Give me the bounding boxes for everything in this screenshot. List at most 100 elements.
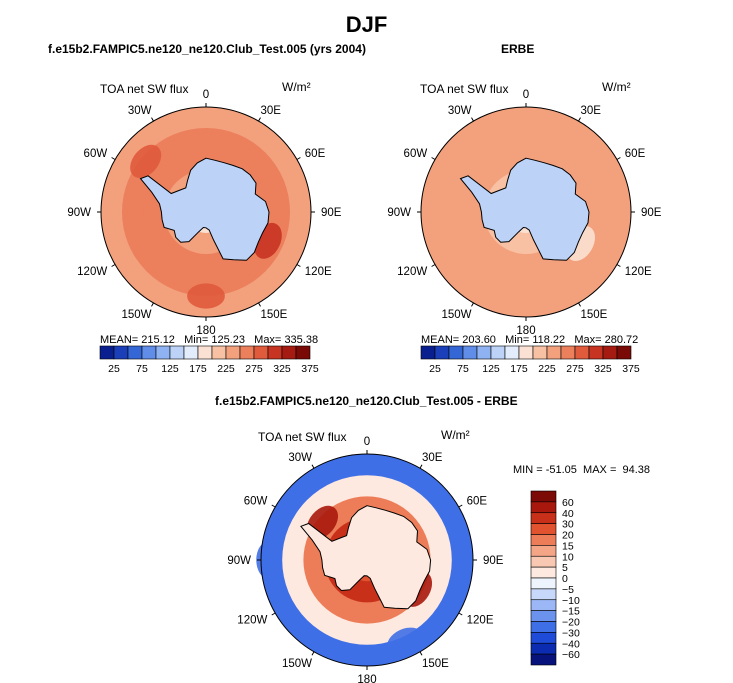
panel2-colorbar-tick-label: 275 bbox=[566, 363, 584, 375]
panel3-colorbar-cell bbox=[530, 588, 557, 601]
panel1-colorbar-tick-label: 25 bbox=[108, 363, 120, 375]
panel1-lon-tick bbox=[151, 302, 154, 307]
panel3-lon-tick bbox=[419, 464, 423, 469]
panel3-colorbar-cell bbox=[530, 599, 557, 611]
panel3-stats: MIN = -51.05 MAX = 94.38 bbox=[513, 464, 650, 476]
panel2-lon-tick bbox=[616, 157, 621, 160]
panel1-lon-tick bbox=[258, 117, 261, 122]
panel1-max-label: Max= bbox=[254, 334, 282, 346]
panel1-lon-tick bbox=[258, 302, 261, 307]
panel2-colorbar-tick-label: 175 bbox=[510, 363, 528, 375]
panel3-units: W/m² bbox=[441, 428, 470, 442]
panel3-colorbar-cell bbox=[530, 632, 557, 644]
panel1-lon-tick bbox=[151, 117, 154, 122]
panel1-mean: 215.12 bbox=[141, 334, 175, 346]
panel1-min: 125.23 bbox=[211, 334, 245, 346]
panel1-anomaly-1 bbox=[130, 144, 162, 178]
panel1-colorbar-tick-label: 325 bbox=[273, 363, 291, 375]
panel2-lon-tick bbox=[431, 264, 436, 267]
panel3-colorbar-cell bbox=[530, 577, 557, 590]
panel1-lon-label: 150W bbox=[121, 309, 151, 321]
panel3-antarctica-coastline bbox=[300, 505, 432, 610]
panel3-colorbar-cell bbox=[530, 610, 557, 622]
panel3-lon-label: 90E bbox=[483, 555, 504, 567]
panel3-lon-tick bbox=[271, 504, 276, 508]
panel2-title: ERBE bbox=[501, 42, 535, 56]
panel2-min: 118.22 bbox=[532, 334, 566, 346]
panel3-lon-tick bbox=[458, 612, 463, 616]
panel3-lon-label: 0 bbox=[364, 436, 370, 448]
panel2-lon-label: 150E bbox=[581, 309, 608, 321]
panel1-colorbar-tick-label: 275 bbox=[245, 363, 263, 375]
panel1-lon-label: 90E bbox=[321, 207, 342, 219]
panel2-colorbar-tick-label: 75 bbox=[457, 363, 469, 375]
panel1-colorbar-tick-label: 375 bbox=[301, 363, 319, 375]
panel1-lon-label: 150E bbox=[261, 309, 288, 321]
panel1-stats: MEAN= 215.12 Min= 125.23 Max= 335.38 bbox=[100, 334, 318, 346]
panel3-lon-label: 60E bbox=[467, 496, 488, 508]
panel3-colorbar-cell bbox=[530, 545, 557, 557]
panel3-lon-label: 150W bbox=[282, 658, 312, 670]
panel3-colorbar-tick-label: 10 bbox=[562, 551, 574, 563]
panel3-anomaly-1 bbox=[386, 627, 424, 656]
panel1-lon-label: 120E bbox=[305, 266, 332, 278]
panel1-lon-tick bbox=[296, 157, 301, 160]
panel1-lon-tick bbox=[296, 264, 301, 267]
panel1-colorbar-tick-label: 75 bbox=[136, 363, 148, 375]
panel1-colorbar-tick-label: 225 bbox=[217, 363, 235, 375]
panel3-max: 94.38 bbox=[622, 464, 651, 476]
panel1-colorbar-tick-label: 175 bbox=[189, 363, 207, 375]
panel3-colorbar-tick-label: −40 bbox=[562, 638, 580, 650]
panel3-lon-tick bbox=[419, 651, 423, 656]
panel3-colorbar-cell bbox=[530, 653, 557, 666]
panel1-mean-label: MEAN= bbox=[100, 334, 139, 346]
panel3-lon-tick bbox=[311, 651, 315, 656]
panel2-antarctica-coastline bbox=[459, 157, 590, 261]
panel1-max: 335.38 bbox=[284, 334, 319, 346]
panel2-units: W/m² bbox=[602, 80, 631, 94]
panel3-colorbar-cell bbox=[530, 642, 557, 655]
panel1-lon-tick bbox=[111, 157, 116, 160]
panel3-colorbar-tick-label: −5 bbox=[562, 584, 574, 596]
panel3-colorbar-tick-label: 40 bbox=[562, 508, 574, 520]
panel2-colorbar-tick-label: 325 bbox=[594, 363, 612, 375]
panel3-colorbar-cell bbox=[530, 490, 557, 503]
panel1-title: f.e15b2.FAMPIC5.ne120_ne120.Club_Test.00… bbox=[48, 42, 366, 56]
panel1-lon-label: 0 bbox=[203, 89, 209, 101]
panel3-colorbar-cell bbox=[530, 512, 557, 524]
panel2-lon-label: 60W bbox=[404, 148, 428, 160]
panel3-lon-label: 30W bbox=[288, 452, 312, 464]
panel3-colorbar-tick-label: 20 bbox=[562, 530, 574, 542]
panel2-lon-tick bbox=[471, 302, 474, 307]
panel1-lon-label: 180 bbox=[196, 325, 215, 337]
panel3-max-label: MAX = bbox=[583, 464, 617, 476]
panel2-lon-tick bbox=[471, 117, 474, 122]
panel1-anomaly-2 bbox=[187, 283, 225, 309]
panel3-colorbar-tick-label: −30 bbox=[562, 627, 580, 639]
panel3-lon-label: 30E bbox=[422, 452, 443, 464]
panel3-colorbar-cell bbox=[530, 555, 557, 568]
panel3-title: f.e15b2.FAMPIC5.ne120_ne120.Club_Test.00… bbox=[215, 394, 518, 408]
panel2-colorbar-tick-label: 375 bbox=[622, 363, 640, 375]
panel1-colorbar-tick-label: 125 bbox=[161, 363, 179, 375]
panel3-colorbar-tick-label: 60 bbox=[562, 497, 574, 509]
panel2-colorbar-cell bbox=[616, 345, 632, 360]
panel3-colorbar-cell bbox=[530, 523, 557, 535]
panel3-colorbar-cell bbox=[530, 621, 557, 633]
panel3-lon-tick bbox=[311, 464, 315, 469]
panel3-colorbar-tick-label: −10 bbox=[562, 595, 580, 607]
panel1-units: W/m² bbox=[282, 80, 311, 94]
panel1-lon-label: 60E bbox=[305, 148, 326, 160]
panel1-antarctica-coastline bbox=[139, 157, 270, 261]
panel1-min-label: Min= bbox=[184, 334, 209, 346]
panel2-variable: TOA net SW flux bbox=[420, 82, 509, 96]
panel1-lon-tick bbox=[111, 264, 116, 267]
panel3-lon-label: 120E bbox=[467, 615, 494, 627]
panel3-lon-tick bbox=[458, 504, 463, 508]
panel2-mean: 203.60 bbox=[462, 334, 496, 346]
panel2-colorbar-tick-label: 125 bbox=[482, 363, 500, 375]
